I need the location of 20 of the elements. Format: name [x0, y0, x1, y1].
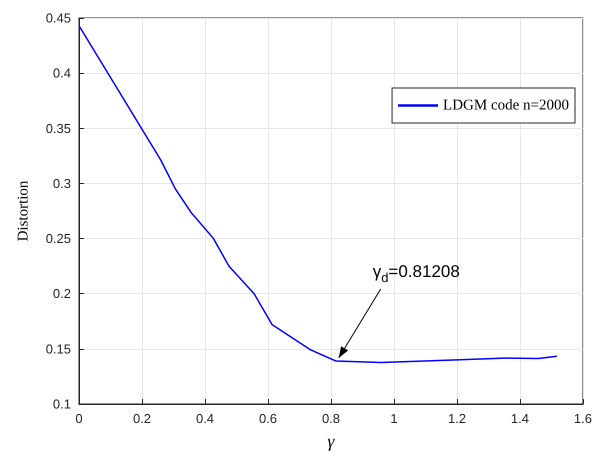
- x-tick-label: 1: [390, 411, 398, 426]
- x-tick-label: 0.6: [258, 411, 278, 426]
- x-tick-label: 1.4: [510, 411, 530, 426]
- y-tick-label: 0.3: [52, 176, 71, 191]
- y-tick-label: 0.25: [46, 231, 71, 246]
- x-axis-title: γ: [327, 431, 336, 451]
- x-tick-label: 0.8: [322, 411, 340, 426]
- y-tick-label: 0.1: [52, 396, 71, 412]
- y-tick-label: 0.35: [46, 120, 71, 136]
- legend-label: LDGM code n=2000: [443, 98, 570, 114]
- y-tick-label: 0.45: [46, 10, 71, 26]
- y-tick-label: 0.2: [52, 286, 71, 302]
- x-tick-label: 1.2: [448, 411, 466, 426]
- x-tick-label: 0.4: [196, 411, 214, 426]
- x-tick-label: 1.6: [574, 411, 592, 426]
- x-tick-label: 0: [75, 411, 83, 426]
- y-tick-label: 0.15: [46, 341, 71, 356]
- y-tick-label: 0.4: [52, 66, 71, 81]
- y-axis-title: Distortion: [16, 180, 32, 242]
- x-tick-label: 0.2: [132, 411, 152, 426]
